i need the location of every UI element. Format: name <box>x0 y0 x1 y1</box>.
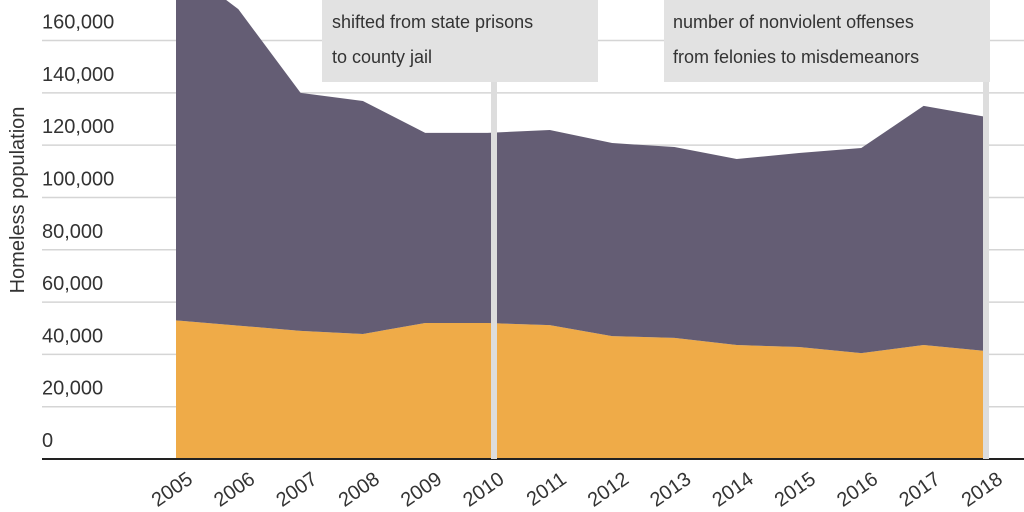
annotation-text: shifted from state prisons <box>332 12 533 32</box>
annotation-text: number of nonviolent offenses <box>673 12 914 32</box>
area <box>176 320 986 459</box>
area <box>176 0 986 354</box>
annotation-line <box>983 60 989 459</box>
areas <box>176 0 986 459</box>
x-tick-label: 2012 <box>584 468 633 512</box>
x-tick-label: 2018 <box>958 468 1007 512</box>
x-tick-label: 2007 <box>272 468 321 512</box>
x-tick-label: 2013 <box>646 468 695 512</box>
annotation-text: from felonies to misdemeanors <box>673 47 919 67</box>
x-labels: 2005 2006 2007 2008 2009 2010 2011 2012 2013 2014… <box>148 468 1007 512</box>
x-tick-label: 2017 <box>895 468 944 512</box>
x-tick-label: 2009 <box>397 468 446 512</box>
y-tick-label: 60,000 <box>42 273 103 295</box>
annotation-text: to county jail <box>332 47 432 67</box>
y-axis-label: Homeless population <box>7 107 29 294</box>
x-tick-label: 2005 <box>148 468 197 512</box>
x-tick-label: 2016 <box>833 468 882 512</box>
x-tick-label: 2011 <box>523 468 571 511</box>
y-tick-label: 80,000 <box>42 221 103 243</box>
annotation-box <box>664 0 990 82</box>
x-tick-label: 2010 <box>459 468 508 512</box>
y-tick-label: 120,000 <box>42 116 114 138</box>
y-tick-label: 100,000 <box>42 168 114 190</box>
y-tick-label: 160,000 <box>42 12 114 34</box>
annotations: shifted from state prisons to county jai… <box>322 0 990 459</box>
y-tick-label: 40,000 <box>42 325 103 347</box>
y-tick-label: 20,000 <box>42 378 103 400</box>
x-tick-label: 2014 <box>708 468 757 512</box>
annotation-box <box>322 0 598 82</box>
annotation-line <box>491 60 497 459</box>
y-tick-label: 0 <box>42 430 53 452</box>
x-tick-label: 2015 <box>771 468 820 512</box>
y-tick-label: 140,000 <box>42 64 114 86</box>
x-tick-label: 2006 <box>210 468 259 512</box>
x-tick-label: 2008 <box>335 468 384 512</box>
